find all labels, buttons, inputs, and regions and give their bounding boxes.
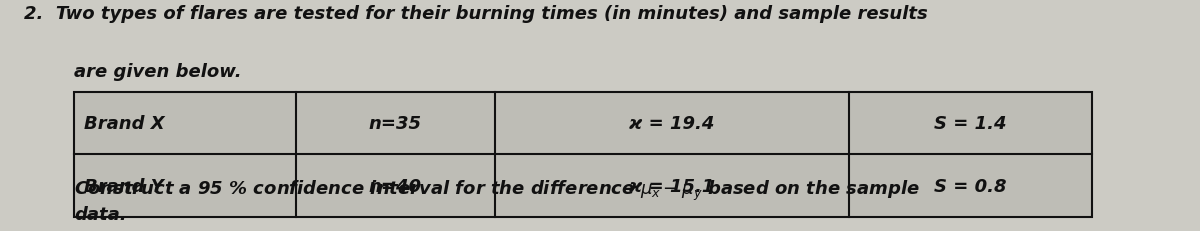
Text: n=35: n=35 xyxy=(368,115,421,133)
Text: ϰ = 15.1: ϰ = 15.1 xyxy=(629,177,714,195)
Text: n=40: n=40 xyxy=(368,177,421,195)
Text: Brand Y: Brand Y xyxy=(84,177,163,195)
Text: 2.  Two types of flares are tested for their burning times (in minutes) and samp: 2. Two types of flares are tested for th… xyxy=(24,5,928,23)
Text: Brand X: Brand X xyxy=(84,115,164,133)
Text: Construct a 95 % confidence interval for the difference $\mu_x - \mu_y$ based on: Construct a 95 % confidence interval for… xyxy=(74,178,920,223)
Text: ϰ = 19.4: ϰ = 19.4 xyxy=(629,115,714,133)
Text: are given below.: are given below. xyxy=(74,62,242,80)
Text: S = 1.4: S = 1.4 xyxy=(934,115,1007,133)
Text: S = 0.8: S = 0.8 xyxy=(934,177,1007,195)
Bar xyxy=(74,92,1092,217)
